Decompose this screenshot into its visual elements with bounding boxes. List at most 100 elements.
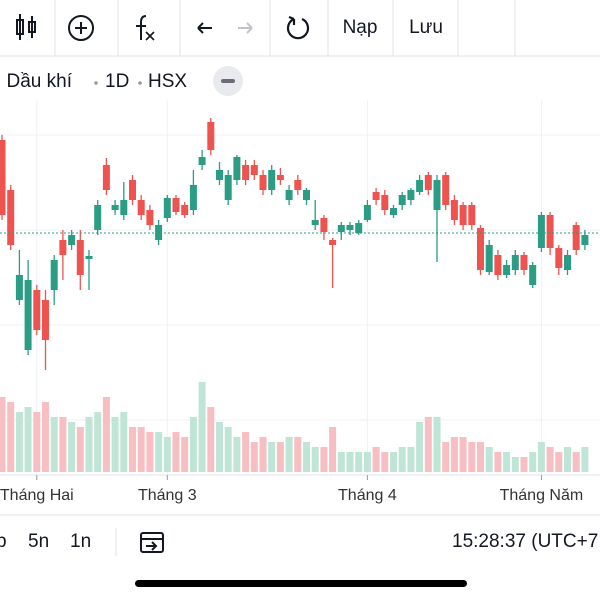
reset-icon[interactable] xyxy=(286,15,310,40)
volume-bar xyxy=(390,452,397,472)
volume-bar xyxy=(294,437,302,472)
x-tick-label: Tháng 3 xyxy=(138,487,197,504)
candle-body xyxy=(372,192,380,200)
volume-bar xyxy=(424,417,432,472)
volume-bar xyxy=(503,452,511,472)
volume-bar xyxy=(477,442,484,472)
volume-bar xyxy=(329,427,337,472)
volume-bar xyxy=(76,427,84,472)
volume-bar xyxy=(24,407,32,472)
range-button[interactable]: 5n xyxy=(28,531,49,552)
candle-body xyxy=(224,175,232,200)
separator-dot xyxy=(138,81,142,85)
range-button[interactable]: 1n xyxy=(70,531,91,552)
volume-bar xyxy=(337,452,345,472)
collapse-icon xyxy=(221,79,235,83)
volume-bar xyxy=(15,412,23,472)
candle-body xyxy=(155,225,163,240)
volume-bar xyxy=(198,382,206,472)
volume-bar xyxy=(233,437,241,472)
volume-bar xyxy=(520,457,528,472)
volume-bar xyxy=(511,457,519,472)
candle-body xyxy=(250,165,258,175)
load-button[interactable]: Nạp xyxy=(343,17,378,38)
undo-icon[interactable] xyxy=(197,22,212,34)
candle-body xyxy=(15,275,23,300)
candle-body xyxy=(311,220,319,225)
candle-body xyxy=(85,256,93,259)
exchange: HSX xyxy=(148,71,187,92)
candle-body xyxy=(163,198,171,218)
candle-body xyxy=(355,223,363,233)
candle-body xyxy=(459,205,467,225)
volume-bar xyxy=(7,402,15,472)
candle-body xyxy=(242,165,250,180)
volume-bar xyxy=(529,452,537,472)
candle-body xyxy=(94,205,102,230)
save-button[interactable]: Lưu xyxy=(409,17,443,38)
candle-body xyxy=(442,175,450,205)
volume-bar xyxy=(572,452,580,472)
candle-body xyxy=(111,205,119,210)
candle-body xyxy=(398,195,406,205)
candle-body xyxy=(407,190,415,200)
candle-body xyxy=(259,175,267,190)
volume-bar xyxy=(407,447,415,472)
candle-body xyxy=(337,225,345,232)
volume-bar xyxy=(189,417,197,472)
volume-bar xyxy=(485,447,493,472)
candle-body xyxy=(0,140,6,215)
volume-bar xyxy=(433,417,441,472)
volume-bar xyxy=(33,412,41,472)
candle-body xyxy=(450,200,458,220)
x-tick-label: Tháng 4 xyxy=(338,487,397,504)
volume-bar xyxy=(259,437,267,472)
range-button[interactable]: p xyxy=(0,531,7,552)
home-indicator xyxy=(135,580,467,587)
candle-body xyxy=(424,175,432,190)
volume-bar xyxy=(163,437,171,472)
volume-bar xyxy=(50,417,58,472)
candle-body xyxy=(477,228,484,270)
candle-body xyxy=(268,170,276,190)
volume-bar xyxy=(0,397,6,472)
volume-bar xyxy=(581,447,589,472)
indicator-icon[interactable] xyxy=(136,15,155,41)
candle-body xyxy=(68,235,76,245)
candles-icon[interactable] xyxy=(16,14,36,40)
clock: 15:28:37 (UTC+7 xyxy=(452,531,598,552)
redo-icon[interactable] xyxy=(238,22,253,34)
volume-bar xyxy=(459,437,467,472)
candle-body xyxy=(233,157,241,180)
candle-body xyxy=(120,200,128,215)
candle-body xyxy=(511,255,519,270)
volume-bar xyxy=(155,432,163,472)
candle-body xyxy=(137,200,145,215)
candle-body xyxy=(581,235,589,245)
volume-bar xyxy=(564,447,571,472)
volume-bar xyxy=(363,452,371,472)
volume-bar xyxy=(172,432,180,472)
candle-body xyxy=(416,180,424,192)
volume-bar xyxy=(137,427,145,472)
candle-body xyxy=(24,280,32,350)
date-range-icon[interactable] xyxy=(140,532,164,553)
symbol-name: i Dầu khí xyxy=(0,71,73,92)
x-tick-label: Tháng Hai xyxy=(0,487,74,504)
candle-body xyxy=(181,205,189,215)
candle-body xyxy=(198,157,206,165)
volume-bar xyxy=(537,442,545,472)
volume-bar xyxy=(320,447,328,472)
volume-bar xyxy=(42,402,49,472)
candle-body xyxy=(329,240,337,245)
volume-bar xyxy=(311,447,319,472)
volume-bar xyxy=(381,452,389,472)
candle-body xyxy=(555,248,563,268)
candle-body xyxy=(363,205,371,220)
add-icon[interactable] xyxy=(68,15,94,41)
volume-bar xyxy=(59,417,67,472)
candle-body xyxy=(564,255,571,270)
candle-body xyxy=(433,180,441,210)
volume-bar xyxy=(355,452,363,472)
